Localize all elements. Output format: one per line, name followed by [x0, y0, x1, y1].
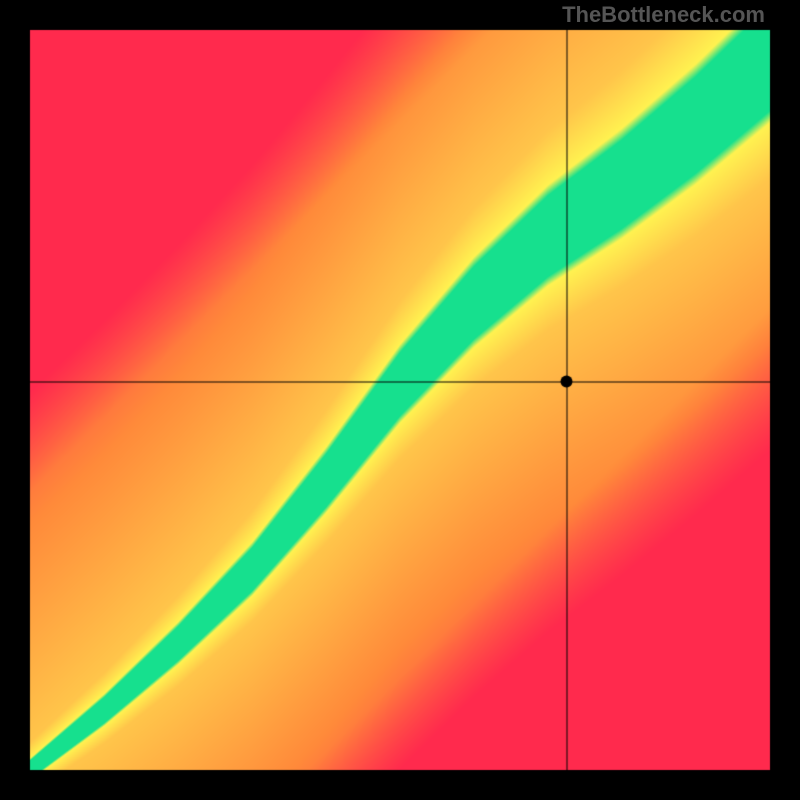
chart-container: TheBottleneck.com — [0, 0, 800, 800]
bottleneck-heatmap — [0, 0, 800, 800]
watermark-text: TheBottleneck.com — [562, 2, 765, 28]
